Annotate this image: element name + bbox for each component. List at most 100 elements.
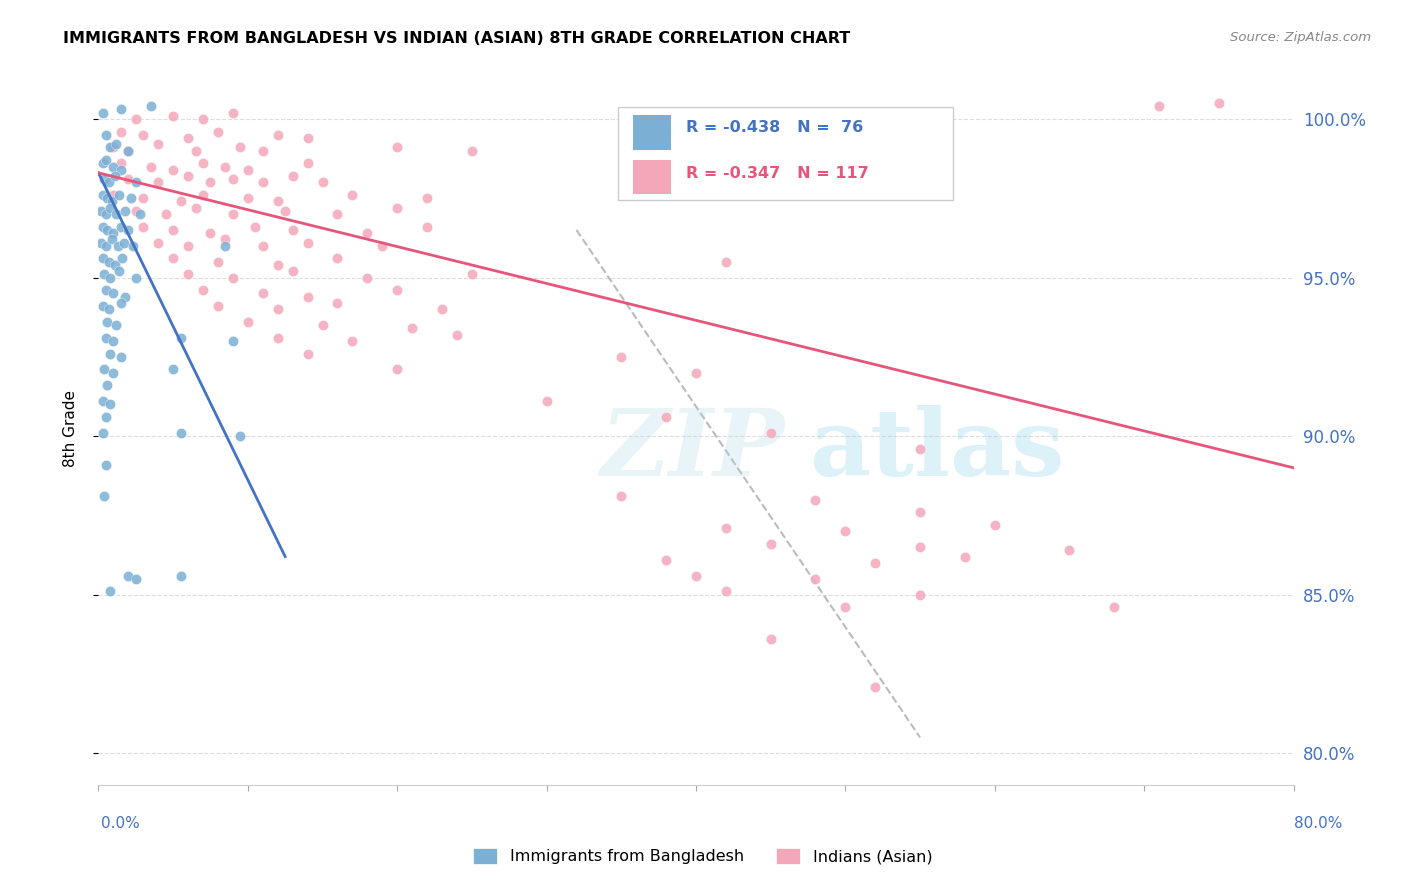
Point	[148, 235, 170, 250]
Point	[229, 140, 252, 154]
Point	[714, 521, 737, 535]
Text: 0.0%: 0.0%	[101, 816, 141, 831]
Point	[191, 112, 214, 126]
Point	[125, 203, 148, 218]
Point	[91, 219, 114, 234]
Point	[117, 172, 139, 186]
Point	[297, 156, 319, 170]
Point	[326, 252, 349, 266]
Point	[252, 144, 274, 158]
Point	[385, 362, 409, 376]
Point	[162, 109, 184, 123]
Point	[103, 188, 125, 202]
Point	[155, 207, 177, 221]
Point	[908, 588, 931, 602]
Point	[91, 105, 114, 120]
Point	[94, 207, 117, 221]
Point	[104, 169, 127, 183]
Point	[110, 162, 132, 177]
Point	[207, 125, 229, 139]
Point	[110, 103, 132, 117]
Point	[908, 442, 931, 456]
Point	[207, 254, 229, 268]
Point	[162, 362, 184, 376]
Point	[1208, 96, 1230, 111]
Point	[90, 203, 112, 218]
Point	[94, 153, 117, 168]
Point	[93, 362, 115, 376]
Point	[804, 492, 827, 507]
Point	[120, 191, 142, 205]
Point	[98, 397, 122, 411]
Point	[461, 144, 484, 158]
Point	[91, 425, 114, 440]
Point	[104, 258, 127, 272]
Point	[169, 425, 191, 440]
Point	[108, 188, 131, 202]
Point	[110, 350, 132, 364]
Legend: Immigrants from Bangladesh, Indians (Asian): Immigrants from Bangladesh, Indians (Asi…	[467, 841, 939, 871]
Point	[94, 410, 117, 425]
Point	[953, 549, 976, 564]
Point	[655, 553, 678, 567]
Text: IMMIGRANTS FROM BANGLADESH VS INDIAN (ASIAN) 8TH GRADE CORRELATION CHART: IMMIGRANTS FROM BANGLADESH VS INDIAN (AS…	[63, 31, 851, 46]
Point	[214, 160, 236, 174]
Point	[311, 318, 333, 332]
Point	[222, 207, 245, 221]
Point	[91, 188, 114, 202]
Point	[110, 296, 132, 310]
Point	[103, 160, 125, 174]
Y-axis label: 8th Grade: 8th Grade	[63, 390, 77, 467]
Point	[865, 680, 887, 694]
Point	[297, 289, 319, 303]
Point	[162, 223, 184, 237]
Point	[177, 169, 200, 183]
Point	[908, 505, 931, 519]
Point	[236, 315, 259, 329]
Point	[101, 232, 124, 246]
Point	[110, 219, 132, 234]
Point	[385, 140, 409, 154]
Point	[446, 327, 468, 342]
Point	[94, 458, 117, 472]
Point	[111, 252, 134, 266]
Point	[416, 219, 439, 234]
Point	[148, 137, 170, 152]
Point	[191, 283, 214, 297]
Point	[96, 315, 118, 329]
Point	[200, 226, 222, 240]
Point	[267, 331, 290, 345]
Point	[132, 128, 155, 142]
Point	[222, 334, 245, 348]
Point	[274, 203, 297, 218]
Point	[326, 207, 349, 221]
Point	[759, 425, 782, 440]
Point	[610, 489, 633, 503]
Point	[267, 194, 290, 209]
Point	[222, 172, 245, 186]
Point	[91, 299, 114, 313]
Point	[252, 286, 274, 301]
Point	[191, 188, 214, 202]
Point	[191, 156, 214, 170]
Point	[297, 235, 319, 250]
Point	[200, 175, 222, 189]
Point	[356, 270, 378, 285]
Point	[236, 191, 259, 205]
Point	[908, 540, 931, 554]
Point	[252, 175, 274, 189]
Point	[103, 366, 125, 380]
Point	[371, 239, 394, 253]
Point	[117, 223, 139, 237]
Point	[105, 318, 128, 332]
Point	[98, 270, 122, 285]
Point	[103, 286, 125, 301]
Point	[184, 144, 207, 158]
Point	[759, 632, 782, 646]
Point	[222, 270, 245, 285]
Point	[94, 128, 117, 142]
Point	[169, 568, 191, 582]
Point	[103, 140, 125, 154]
Point	[91, 394, 114, 409]
Point	[685, 568, 707, 582]
